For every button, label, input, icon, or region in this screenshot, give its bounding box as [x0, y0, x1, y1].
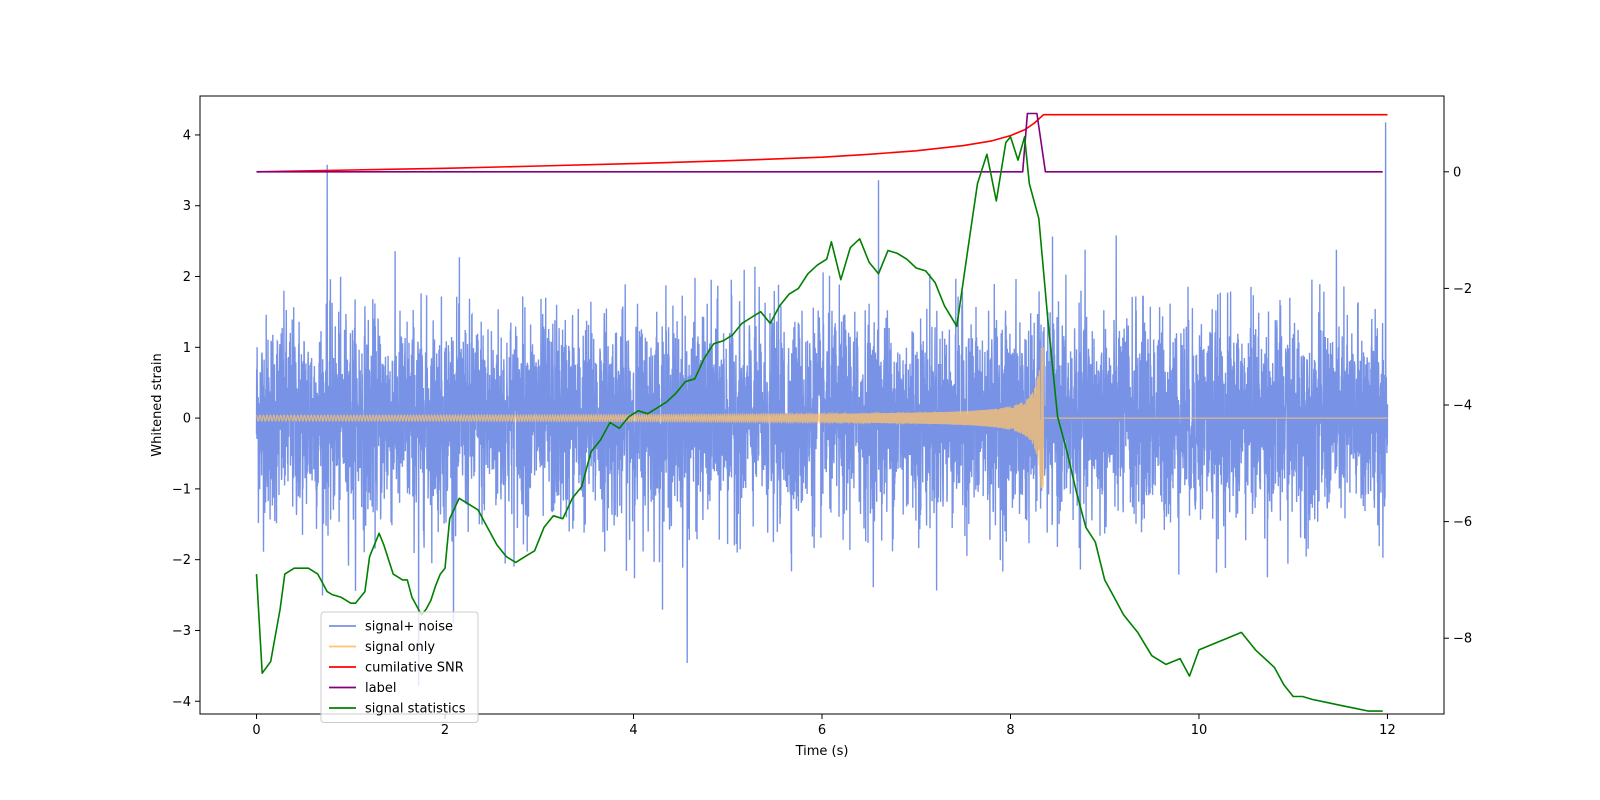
series-signal-only-line: [256, 347, 1388, 489]
series-cumulative-snr-line: [256, 113, 1388, 173]
x-axis-label: Time (s): [795, 744, 849, 759]
series-signal-statistics-line: [255, 136, 1383, 712]
x-tick-label: 2: [441, 723, 449, 738]
legend-box: [320, 611, 479, 723]
y2-tick-label: −8: [1453, 632, 1472, 647]
legend-label: signal statistics: [365, 702, 466, 717]
y2-tick-label: 0: [1453, 165, 1461, 180]
legend-label: signal only: [365, 640, 435, 655]
y-tick-label: 2: [183, 270, 191, 285]
legend-label: label: [365, 681, 396, 696]
y-tick-label: 0: [183, 412, 191, 427]
x-tick-label: 4: [629, 723, 637, 738]
legend-label: signal+ noise: [365, 620, 453, 635]
y-axis-left: −4 −3 −2 −1 0 1 2 3 4: [172, 128, 200, 710]
series-layer: [255, 112, 1389, 712]
y-tick-label: −4: [172, 695, 191, 710]
x-tick-label: 6: [818, 723, 826, 738]
y-tick-label: 1: [183, 341, 191, 356]
x-tick-label: 8: [1006, 723, 1014, 738]
legend-label: cumilative SNR: [365, 661, 464, 676]
y-tick-label: −2: [172, 553, 191, 568]
legend: signal+ noise signal only cumilative SNR la…: [320, 611, 479, 723]
y2-tick-label: −6: [1453, 515, 1472, 530]
y-tick-label: 4: [183, 128, 191, 143]
y2-tick-label: −2: [1453, 282, 1472, 297]
x-tick-label: 10: [1191, 723, 1208, 738]
x-tick-label: 12: [1379, 723, 1396, 738]
y-axis-label: Whitened strain: [150, 353, 165, 456]
series-label-line: [256, 112, 1383, 173]
y-tick-label: −3: [172, 624, 191, 639]
y-tick-label: −1: [172, 482, 191, 497]
x-tick-label: 0: [252, 723, 260, 738]
series-signal-noise-line: [255, 122, 1389, 686]
y-axis-right: −8 −6 −4 −2 0: [1444, 165, 1472, 647]
y-tick-label: 3: [183, 199, 191, 214]
y2-tick-label: −4: [1453, 399, 1472, 414]
